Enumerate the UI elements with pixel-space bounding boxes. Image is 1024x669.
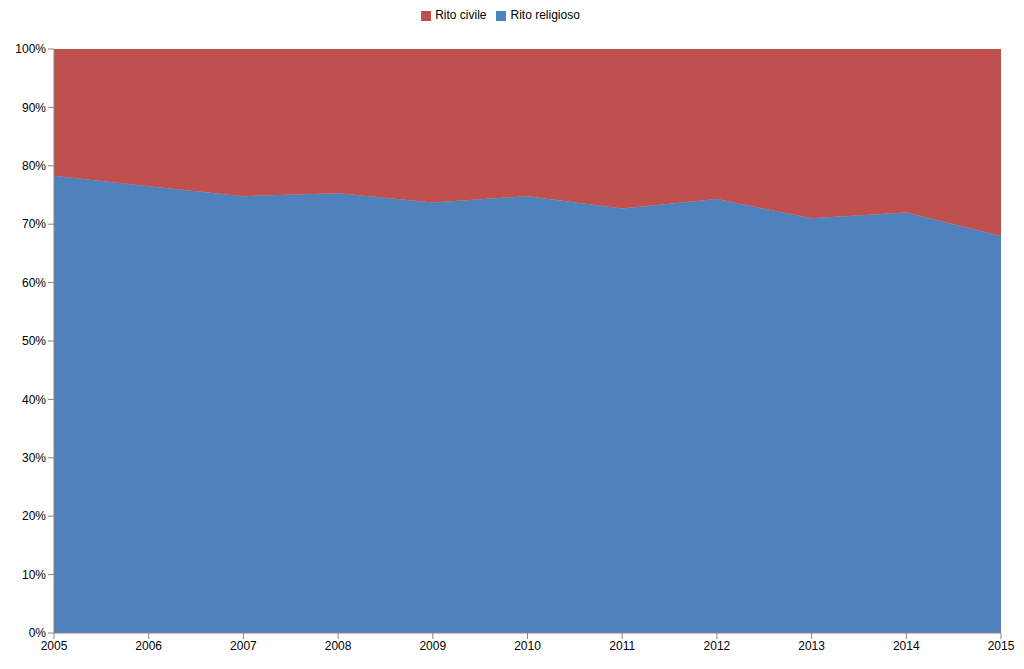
svg-text:2013: 2013 [798, 639, 825, 653]
svg-text:70%: 70% [22, 217, 46, 231]
svg-text:2005: 2005 [41, 639, 68, 653]
svg-text:50%: 50% [22, 334, 46, 348]
svg-text:2010: 2010 [514, 639, 541, 653]
svg-text:100%: 100% [15, 42, 46, 56]
html-text:Rito religioso: Rito religioso [510, 8, 580, 22]
svg-text:2007: 2007 [230, 639, 257, 653]
svg-text:90%: 90% [22, 101, 46, 115]
svg-text:2008: 2008 [325, 639, 352, 653]
svg-text:2009: 2009 [419, 639, 446, 653]
svg-text:2011: 2011 [609, 639, 635, 653]
svg-text:60%: 60% [22, 276, 46, 290]
svg-text:80%: 80% [22, 159, 46, 173]
svg-text:40%: 40% [22, 393, 46, 407]
svg-text:10%: 10% [22, 568, 46, 582]
svg-text:20%: 20% [22, 509, 46, 523]
svg-text:2014: 2014 [893, 639, 920, 653]
svg-text:0%: 0% [29, 626, 47, 640]
svg-text:30%: 30% [22, 451, 46, 465]
svg-text:2015: 2015 [988, 639, 1015, 653]
html-text:Rito civile: Rito civile [435, 8, 487, 22]
svg-text:2006: 2006 [135, 639, 162, 653]
svg-text:2012: 2012 [704, 639, 731, 653]
